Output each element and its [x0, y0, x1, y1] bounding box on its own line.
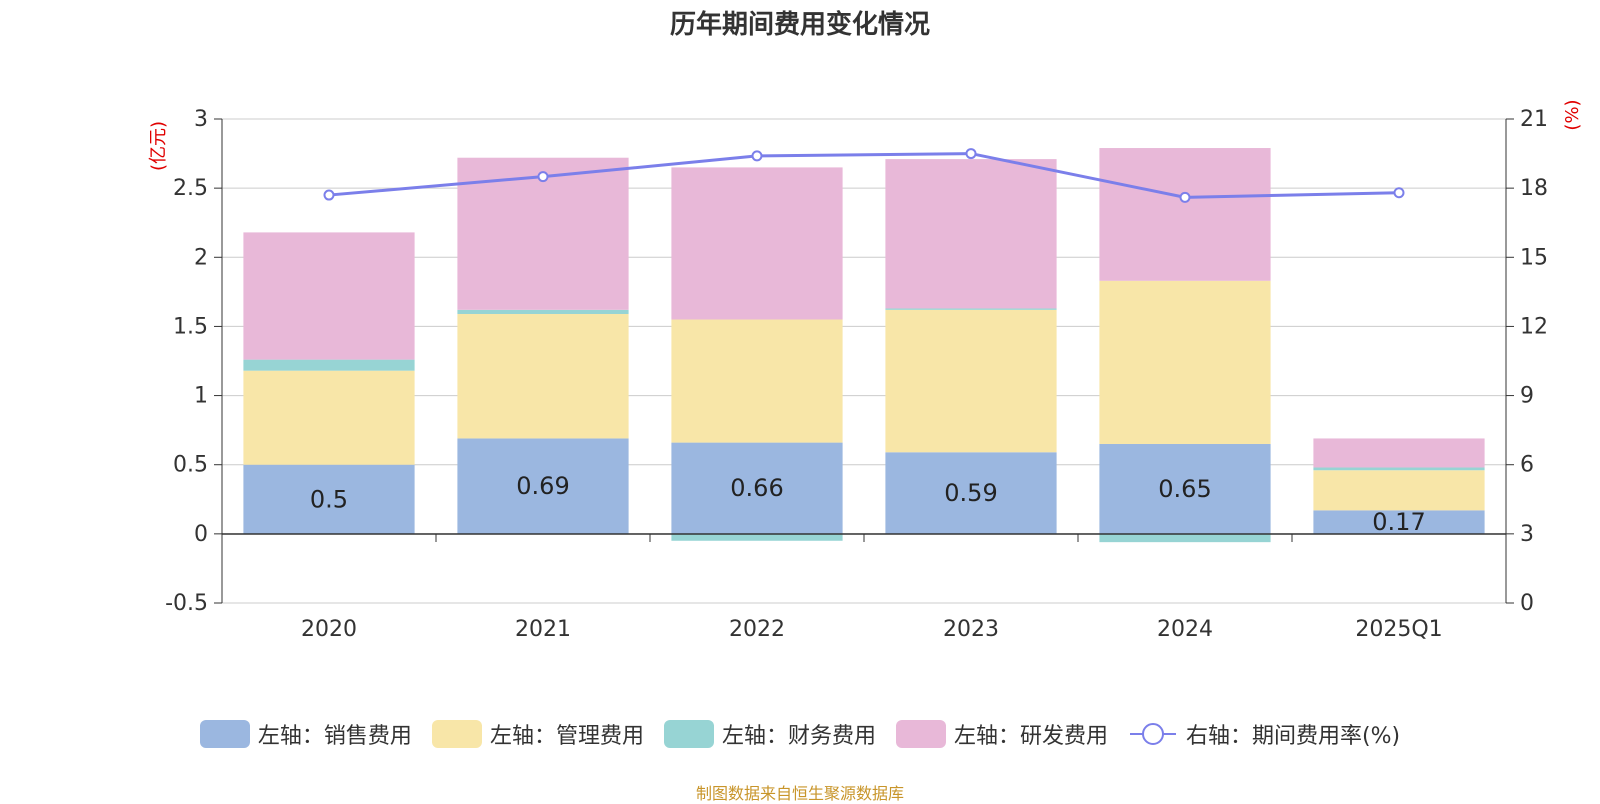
bar-segment-admin [243, 370, 415, 465]
legend-item-sales[interactable]: 左轴：销售费用 [199, 718, 412, 750]
bar-segment-rd [1313, 438, 1485, 468]
right-axis-tick-label: 0 [1520, 591, 1534, 616]
legend-swatch [431, 720, 482, 748]
legend-item-rate[interactable]: 右轴：期间费用率(%) [1128, 718, 1400, 750]
legend-item-rd[interactable]: 左轴：研发费用 [895, 718, 1108, 750]
legend-item-admin[interactable]: 左轴：管理费用 [431, 718, 644, 750]
rate-point [1393, 187, 1405, 199]
legend-swatch [895, 720, 946, 748]
bar-segment-sales [1099, 443, 1271, 534]
bar-segment-finance [457, 309, 629, 314]
bar-segment-sales [457, 438, 629, 534]
left-axis-tick-label: 0 [194, 522, 208, 547]
bar-data-label: 0.69 [516, 472, 569, 500]
x-axis-category-label: 2023 [943, 617, 999, 642]
bar-data-label: 0.65 [1158, 475, 1211, 503]
left-axis-tick-label: 1.5 [173, 314, 208, 339]
chart-legend: 左轴：销售费用 左轴：管理费用 左轴：财务费用 左轴：研发费用 右轴：期间费用率(%) [0, 718, 1600, 750]
left-axis-tick-label: 3 [194, 107, 208, 132]
bar-segment-finance [1099, 533, 1271, 543]
legend-label: 左轴：研发费用 [953, 724, 1108, 749]
right-axis-tick-label: 6 [1520, 453, 1534, 478]
bar-segment-admin [885, 309, 1057, 453]
left-axis-tick-label: 0.5 [173, 453, 208, 478]
rate-line [328, 152, 1400, 199]
bar-segment-sales [243, 464, 415, 534]
left-axis-tick-label: 2.5 [173, 176, 208, 201]
rate-point [323, 189, 335, 201]
rate-point [751, 150, 763, 162]
left-axis-tick-label: 2 [194, 245, 208, 270]
left-axis-tick-label: 1 [194, 384, 208, 409]
legend-item-finance[interactable]: 左轴：财务费用 [663, 718, 876, 750]
legend-swatch [199, 720, 250, 748]
bar-segment-finance [1313, 467, 1485, 471]
bar-segment-admin [671, 319, 843, 443]
bar-data-label: 0.59 [944, 479, 997, 507]
legend-label: 左轴：销售费用 [257, 724, 412, 749]
bar-segment-finance [671, 533, 843, 541]
bar-segment-sales [671, 442, 843, 534]
bar-segment-rd [243, 232, 415, 360]
legend-line-marker-icon [1129, 723, 1176, 745]
rate-point [965, 148, 977, 160]
x-axis-category-label: 2025Q1 [1355, 617, 1442, 642]
rate-point [1179, 191, 1191, 203]
right-axis-tick-label: 9 [1520, 384, 1534, 409]
chart-canvas: -0.5 0 0.5 1 1.5 2 2.5 3 0 3 6 9 12 15 18 21 (亿元) (%) 0.5 2… [148, 99, 1583, 642]
bar-segment-admin [1313, 470, 1485, 511]
bar-segment-rd [457, 157, 629, 310]
x-axis-category-label: 2024 [1157, 617, 1213, 642]
bar-segment-rd [1099, 148, 1271, 281]
right-axis-unit: (%) [1562, 99, 1583, 130]
bar-segment-rd [671, 167, 843, 320]
legend-swatch [663, 720, 714, 748]
bar-segment-sales [885, 452, 1057, 534]
left-axis-unit: (亿元) [148, 121, 169, 171]
bar-data-label: 0.66 [730, 474, 783, 502]
data-source-note: 制图数据来自恒生聚源数据库 [695, 784, 904, 803]
bar-segment-sales [1313, 510, 1485, 534]
bar-segment-rd [885, 159, 1057, 309]
x-axis-category-label: 2021 [515, 617, 571, 642]
x-axis-category-label: 2020 [301, 617, 357, 642]
chart-title: 历年期间费用变化情况 [669, 10, 930, 40]
right-axis-tick-label: 15 [1520, 245, 1548, 270]
bar-data-label: 0.5 [310, 485, 348, 513]
bar-data-label: 0.17 [1372, 508, 1425, 536]
bar-segment-finance [243, 359, 415, 371]
legend-label: 左轴：财务费用 [721, 724, 876, 749]
right-axis-tick-label: 21 [1520, 107, 1548, 132]
bar-segment-finance [885, 308, 1057, 310]
right-axis-tick-label: 12 [1520, 314, 1548, 339]
right-axis-tick-label: 3 [1520, 522, 1534, 547]
left-axis-tick-label: -0.5 [165, 591, 208, 616]
right-axis-tick-label: 18 [1520, 176, 1548, 201]
x-axis-category-label: 2022 [729, 617, 785, 642]
rate-point [537, 171, 549, 183]
legend-label: 左轴：管理费用 [489, 724, 644, 749]
bar-segment-admin [457, 313, 629, 439]
bar-segment-admin [1099, 280, 1271, 444]
legend-label: 右轴：期间费用率(%) [1185, 724, 1401, 749]
